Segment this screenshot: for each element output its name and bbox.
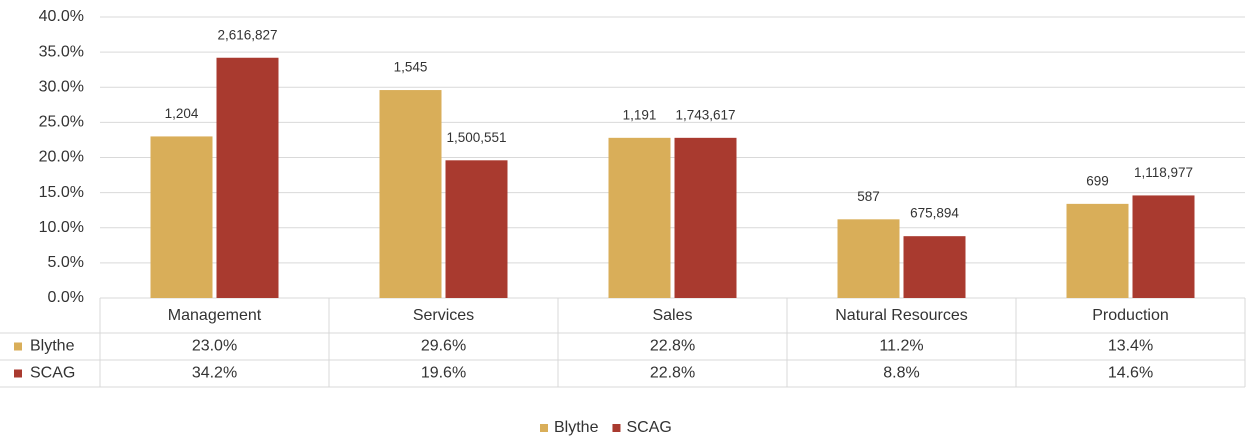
- data-label: 675,894: [910, 206, 959, 221]
- y-tick-label: 40.0%: [39, 8, 84, 25]
- legend-key: [14, 342, 22, 351]
- data-label: 1,191: [623, 107, 657, 122]
- table-row-label: SCAG: [30, 365, 75, 382]
- bar: [379, 90, 442, 298]
- table-cell: 22.8%: [650, 365, 695, 382]
- y-tick-label: 10.0%: [39, 219, 84, 236]
- bar: [150, 136, 213, 298]
- table-row-label: Blythe: [30, 338, 75, 355]
- table-cell: 19.6%: [421, 365, 466, 382]
- data-label: 587: [857, 189, 880, 204]
- bar: [1132, 195, 1195, 298]
- bar: [1066, 203, 1129, 298]
- data-label: 1,204: [165, 106, 199, 121]
- bar: [674, 137, 737, 298]
- data-label: 1,743,617: [675, 107, 735, 122]
- y-tick-label: 20.0%: [39, 149, 84, 166]
- legend-key: [14, 369, 22, 378]
- x-tick-label: Production: [1092, 307, 1169, 324]
- y-tick-label: 25.0%: [39, 114, 84, 131]
- table-cell: 8.8%: [883, 365, 919, 382]
- y-tick-label: 30.0%: [39, 78, 84, 95]
- x-tick-label: Services: [413, 307, 474, 324]
- data-label: 1,500,551: [446, 130, 506, 145]
- legend-key: [540, 424, 548, 432]
- data-label: 1,545: [394, 60, 428, 75]
- x-tick-label: Natural Resources: [835, 307, 968, 324]
- data-label: 1,118,977: [1134, 165, 1193, 180]
- y-tick-label: 35.0%: [39, 43, 84, 60]
- legend-label: SCAG: [626, 419, 671, 436]
- bar: [445, 160, 508, 298]
- table-cell: 29.6%: [421, 338, 466, 355]
- data-label: 699: [1086, 173, 1109, 188]
- legend-label: Blythe: [554, 419, 599, 436]
- x-tick-label: Sales: [652, 307, 692, 324]
- y-tick-label: 5.0%: [48, 254, 84, 271]
- table-cell: 22.8%: [650, 338, 695, 355]
- bar: [608, 137, 671, 298]
- table-cell: 14.6%: [1108, 365, 1153, 382]
- table-cell: 11.2%: [879, 338, 923, 355]
- table-cell: 13.4%: [1108, 338, 1153, 355]
- x-tick-label: Management: [168, 307, 262, 324]
- legend-key: [612, 424, 621, 432]
- bar: [903, 236, 966, 298]
- table-cell: 23.0%: [192, 338, 237, 355]
- bar: [837, 219, 900, 298]
- y-tick-label: 15.0%: [39, 184, 84, 201]
- table-cell: 34.2%: [192, 365, 237, 382]
- bar: [216, 57, 279, 299]
- y-tick-label: 0.0%: [48, 289, 84, 306]
- data-label: 2,616,827: [217, 27, 277, 42]
